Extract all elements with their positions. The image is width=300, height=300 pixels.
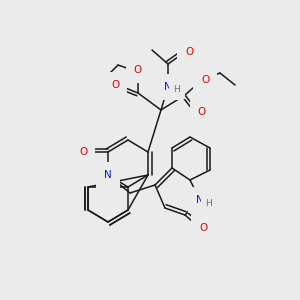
Text: O: O bbox=[201, 75, 209, 85]
Text: O: O bbox=[79, 147, 87, 157]
Text: N: N bbox=[104, 170, 112, 180]
Text: O: O bbox=[199, 223, 207, 233]
Text: O: O bbox=[198, 107, 206, 117]
Text: O: O bbox=[134, 65, 142, 75]
Text: N: N bbox=[196, 195, 204, 205]
Text: N: N bbox=[164, 82, 172, 92]
Text: O: O bbox=[111, 80, 119, 90]
Text: O: O bbox=[185, 47, 193, 57]
Text: H: H bbox=[174, 85, 180, 94]
Text: H: H bbox=[206, 199, 212, 208]
